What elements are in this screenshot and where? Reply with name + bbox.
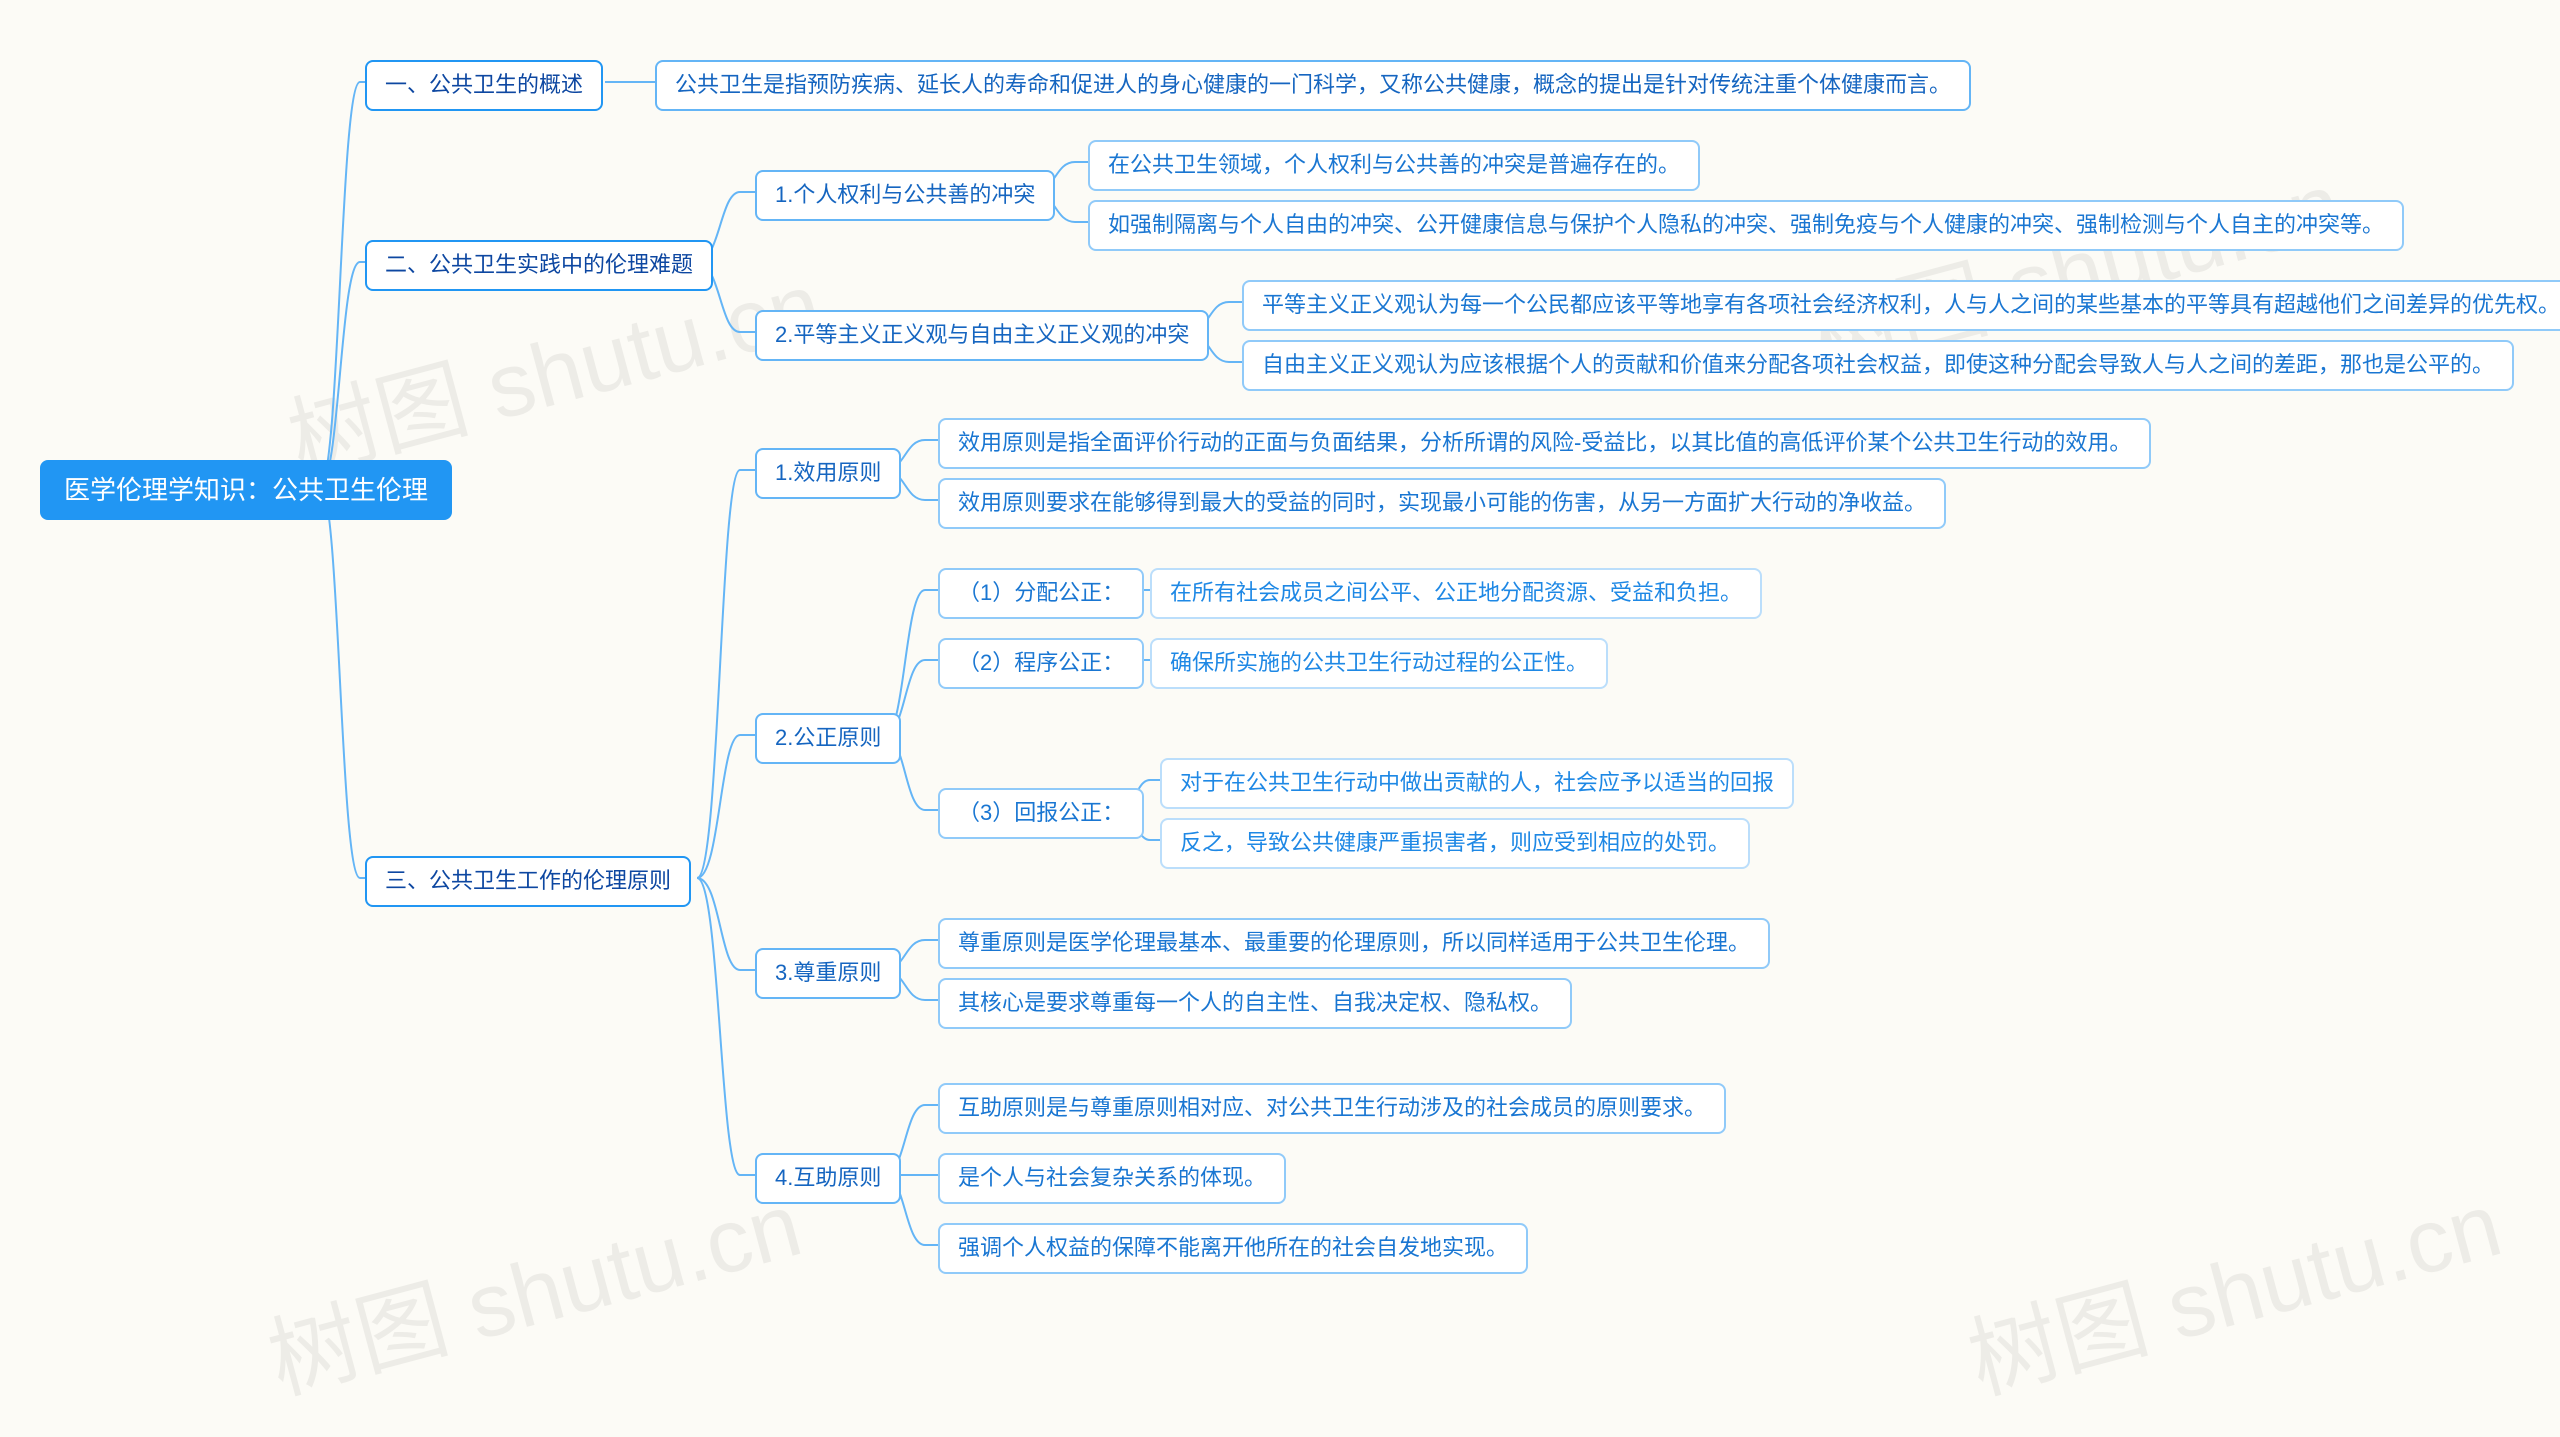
- branch-3-sub2-c2-desc[interactable]: 确保所实施的公共卫生行动过程的公正性。: [1150, 638, 1608, 689]
- watermark: 树图 shutu.cn: [1952, 1152, 2512, 1419]
- branch-3-sub1-p1[interactable]: 效用原则是指全面评价行动的正面与负面结果，分析所谓的风险-受益比，以其比值的高低…: [938, 418, 2151, 469]
- branch-3-title[interactable]: 三、公共卫生工作的伦理原则: [365, 856, 691, 907]
- branch-2-sub2[interactable]: 2.平等主义正义观与自由主义正义观的冲突: [755, 310, 1209, 361]
- branch-1-desc[interactable]: 公共卫生是指预防疾病、延长人的寿命和促进人的身心健康的一门科学，又称公共健康，概…: [655, 60, 1971, 111]
- branch-3-sub4-p1[interactable]: 互助原则是与尊重原则相对应、对公共卫生行动涉及的社会成员的原则要求。: [938, 1083, 1726, 1134]
- branch-3-sub2[interactable]: 2.公正原则: [755, 713, 901, 764]
- branch-3-sub1[interactable]: 1.效用原则: [755, 448, 901, 499]
- branch-3-sub2-c3-p2[interactable]: 反之，导致公共健康严重损害者，则应受到相应的处罚。: [1160, 818, 1750, 869]
- branch-3-sub2-c1[interactable]: （1）分配公正：: [938, 568, 1144, 619]
- branch-2-sub1-p2[interactable]: 如强制隔离与个人自由的冲突、公开健康信息与保护个人隐私的冲突、强制免疫与个人健康…: [1088, 200, 2404, 251]
- branch-3-sub2-c2[interactable]: （2）程序公正：: [938, 638, 1144, 689]
- branch-2-sub1[interactable]: 1.个人权利与公共善的冲突: [755, 170, 1055, 221]
- branch-3-sub3-p1[interactable]: 尊重原则是医学伦理最基本、最重要的伦理原则，所以同样适用于公共卫生伦理。: [938, 918, 1770, 969]
- branch-2-sub2-p1[interactable]: 平等主义正义观认为每一个公民都应该平等地享有各项社会经济权利，人与人之间的某些基…: [1242, 280, 2560, 331]
- branch-2-sub2-p2[interactable]: 自由主义正义观认为应该根据个人的贡献和价值来分配各项社会权益，即使这种分配会导致…: [1242, 340, 2514, 391]
- watermark: 树图 shutu.cn: [252, 1152, 812, 1419]
- branch-1-title[interactable]: 一、公共卫生的概述: [365, 60, 603, 111]
- branch-3-sub3[interactable]: 3.尊重原则: [755, 948, 901, 999]
- branch-3-sub3-p2[interactable]: 其核心是要求尊重每一个人的自主性、自我决定权、隐私权。: [938, 978, 1572, 1029]
- branch-3-sub4-p2[interactable]: 是个人与社会复杂关系的体现。: [938, 1153, 1286, 1204]
- branch-3-sub1-p2[interactable]: 效用原则要求在能够得到最大的受益的同时，实现最小可能的伤害，从另一方面扩大行动的…: [938, 478, 1946, 529]
- branch-3-sub2-c3[interactable]: （3）回报公正：: [938, 788, 1144, 839]
- branch-3-sub2-c3-p1[interactable]: 对于在公共卫生行动中做出贡献的人，社会应予以适当的回报: [1160, 758, 1794, 809]
- branch-2-title[interactable]: 二、公共卫生实践中的伦理难题: [365, 240, 713, 291]
- mindmap-root[interactable]: 医学伦理学知识：公共卫生伦理: [40, 460, 452, 520]
- branch-3-sub4-p3[interactable]: 强调个人权益的保障不能离开他所在的社会自发地实现。: [938, 1223, 1528, 1274]
- branch-3-sub2-c1-desc[interactable]: 在所有社会成员之间公平、公正地分配资源、受益和负担。: [1150, 568, 1762, 619]
- branch-2-sub1-p1[interactable]: 在公共卫生领域，个人权利与公共善的冲突是普遍存在的。: [1088, 140, 1700, 191]
- branch-3-sub4[interactable]: 4.互助原则: [755, 1153, 901, 1204]
